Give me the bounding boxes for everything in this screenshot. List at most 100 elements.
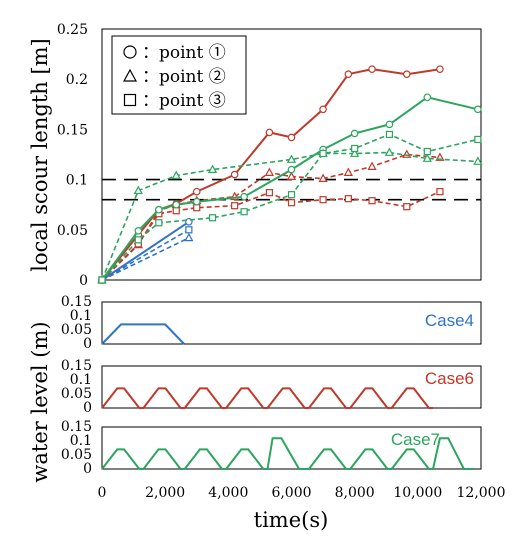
main-y-ticks: 0 0.05 0.1 0.15 0.2 0.25 — [57, 22, 88, 289]
water-level-y-tick-label: 0 — [83, 461, 92, 477]
legend-circle-marker — [123, 45, 137, 59]
main-y-tick-label: 0.05 — [57, 223, 88, 239]
data-point — [98, 276, 106, 284]
water-level-line — [101, 437, 474, 470]
data-point — [350, 129, 359, 138]
data-point — [208, 214, 217, 222]
data-point — [287, 133, 296, 142]
data-point — [287, 165, 296, 174]
data-point — [423, 147, 431, 156]
main-y-tick-label: 0.1 — [66, 173, 88, 189]
data-point — [319, 196, 327, 204]
case6-frame — [101, 365, 482, 409]
data-point — [422, 153, 432, 162]
case6-series — [101, 387, 433, 409]
data-point — [367, 161, 377, 170]
scour-length-chart: 0 0.05 0.1 0.15 0.2 0.25 local scour length [… — [28, 22, 483, 289]
data-point — [385, 120, 394, 129]
data-point — [155, 219, 163, 227]
shared-x-axis: 0 2,000 4,000 6,000 8,000 10,000 12,000 — [98, 485, 506, 501]
x-tick-label: 6,000 — [271, 485, 311, 501]
legend-box — [111, 35, 247, 115]
data-point — [474, 135, 482, 144]
case7-y-ticks: 0.150.10.050 — [61, 419, 92, 477]
main-y-tick-label: 0.25 — [57, 22, 88, 38]
data-point — [240, 208, 248, 216]
data-point — [343, 167, 353, 176]
data-point — [344, 195, 352, 203]
data-point — [134, 236, 142, 244]
data-point — [185, 226, 193, 234]
case6-y-ticks: 0.150.10.050 — [61, 358, 92, 416]
series-line — [101, 220, 190, 281]
case7-water-level-panel: 0.150.10.050 Case7 — [61, 419, 482, 477]
x-tick-label: 4,000 — [208, 485, 248, 501]
data-point — [184, 232, 194, 242]
data-point — [402, 70, 411, 78]
case7-series — [101, 437, 474, 470]
data-point — [319, 105, 327, 114]
data-point — [351, 144, 359, 153]
data-point — [207, 164, 218, 173]
water-level-y-tick-label: 0 — [83, 336, 92, 352]
water-level-y-tick-label: 0.15 — [61, 419, 92, 435]
data-point — [436, 188, 444, 196]
water-level-y-tick-label: 0.1 — [70, 308, 92, 324]
x-tick-label: 2,000 — [145, 485, 185, 501]
data-point — [473, 156, 483, 165]
data-point — [286, 154, 297, 163]
legend-entry-point-3: ：point ③ — [142, 91, 226, 111]
data-point — [350, 148, 360, 157]
data-point — [286, 171, 297, 180]
main-y-tick-label: 0 — [79, 273, 88, 289]
data-point — [193, 204, 201, 212]
water-level-y-tick-label: 0 — [83, 400, 92, 416]
water-level-y-axis-title: water level (m) — [28, 321, 52, 482]
series-line — [101, 151, 478, 281]
legend-entry-point-1: ：point ① — [142, 43, 226, 63]
data-point — [423, 93, 432, 102]
water-level-line — [101, 323, 185, 345]
legend-triangle-marker — [122, 68, 138, 82]
data-point — [231, 202, 239, 210]
x-tick-label: 8,000 — [335, 485, 375, 501]
data-point — [172, 207, 180, 215]
data-point — [319, 149, 327, 158]
data-point — [133, 185, 143, 195]
data-point — [171, 170, 181, 179]
data-point — [240, 192, 248, 201]
data-point — [287, 199, 296, 207]
main-y-tick-label: 0.15 — [57, 122, 88, 138]
x-axis-title: time(s) — [254, 508, 329, 532]
data-point — [264, 167, 275, 176]
data-point — [384, 147, 395, 156]
case7-label: Case7 — [391, 430, 440, 449]
legend-square-marker — [123, 93, 137, 107]
data-point — [403, 203, 411, 211]
data-point — [474, 105, 482, 114]
water-level-y-tick-label: 0.1 — [70, 433, 92, 449]
water-level-y-tick-label: 0.05 — [61, 447, 92, 463]
data-point — [230, 170, 239, 179]
main-plot-frame — [101, 28, 482, 281]
case4-water-level-panel: 0.150.10.050 Case4 — [61, 294, 482, 352]
x-tick-label: 12,000 — [457, 485, 506, 501]
water-level-y-tick-label: 0.15 — [61, 358, 92, 374]
main-y-tick-label: 0.2 — [66, 72, 88, 88]
water-level-y-tick-label: 0.05 — [61, 322, 92, 338]
data-point — [287, 191, 296, 199]
water-level-y-tick-label: 0.05 — [61, 386, 92, 402]
data-point — [172, 200, 181, 209]
x-tick-label: 10,000 — [393, 485, 442, 501]
data-point — [318, 173, 328, 182]
legend-entry-point-2: ：point ② — [142, 67, 226, 87]
case4-label: Case4 — [425, 311, 474, 330]
data-point — [192, 197, 201, 206]
series-line — [101, 96, 479, 281]
main-y-axis-title: local scour length [m] — [28, 38, 52, 272]
data-point — [368, 197, 376, 205]
main-series — [97, 65, 483, 284]
case6-water-level-panel: 0.150.10.050 Case6 — [61, 358, 482, 416]
water-level-line — [101, 387, 433, 409]
